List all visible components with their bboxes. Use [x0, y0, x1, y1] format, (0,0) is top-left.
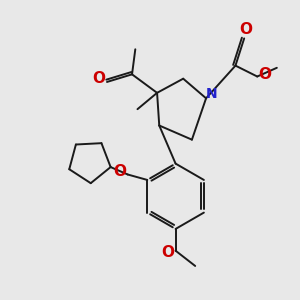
Text: N: N	[206, 87, 217, 101]
Text: O: O	[258, 67, 272, 82]
Text: O: O	[114, 164, 127, 179]
Text: O: O	[161, 245, 175, 260]
Text: O: O	[239, 22, 252, 37]
Text: O: O	[92, 71, 105, 86]
